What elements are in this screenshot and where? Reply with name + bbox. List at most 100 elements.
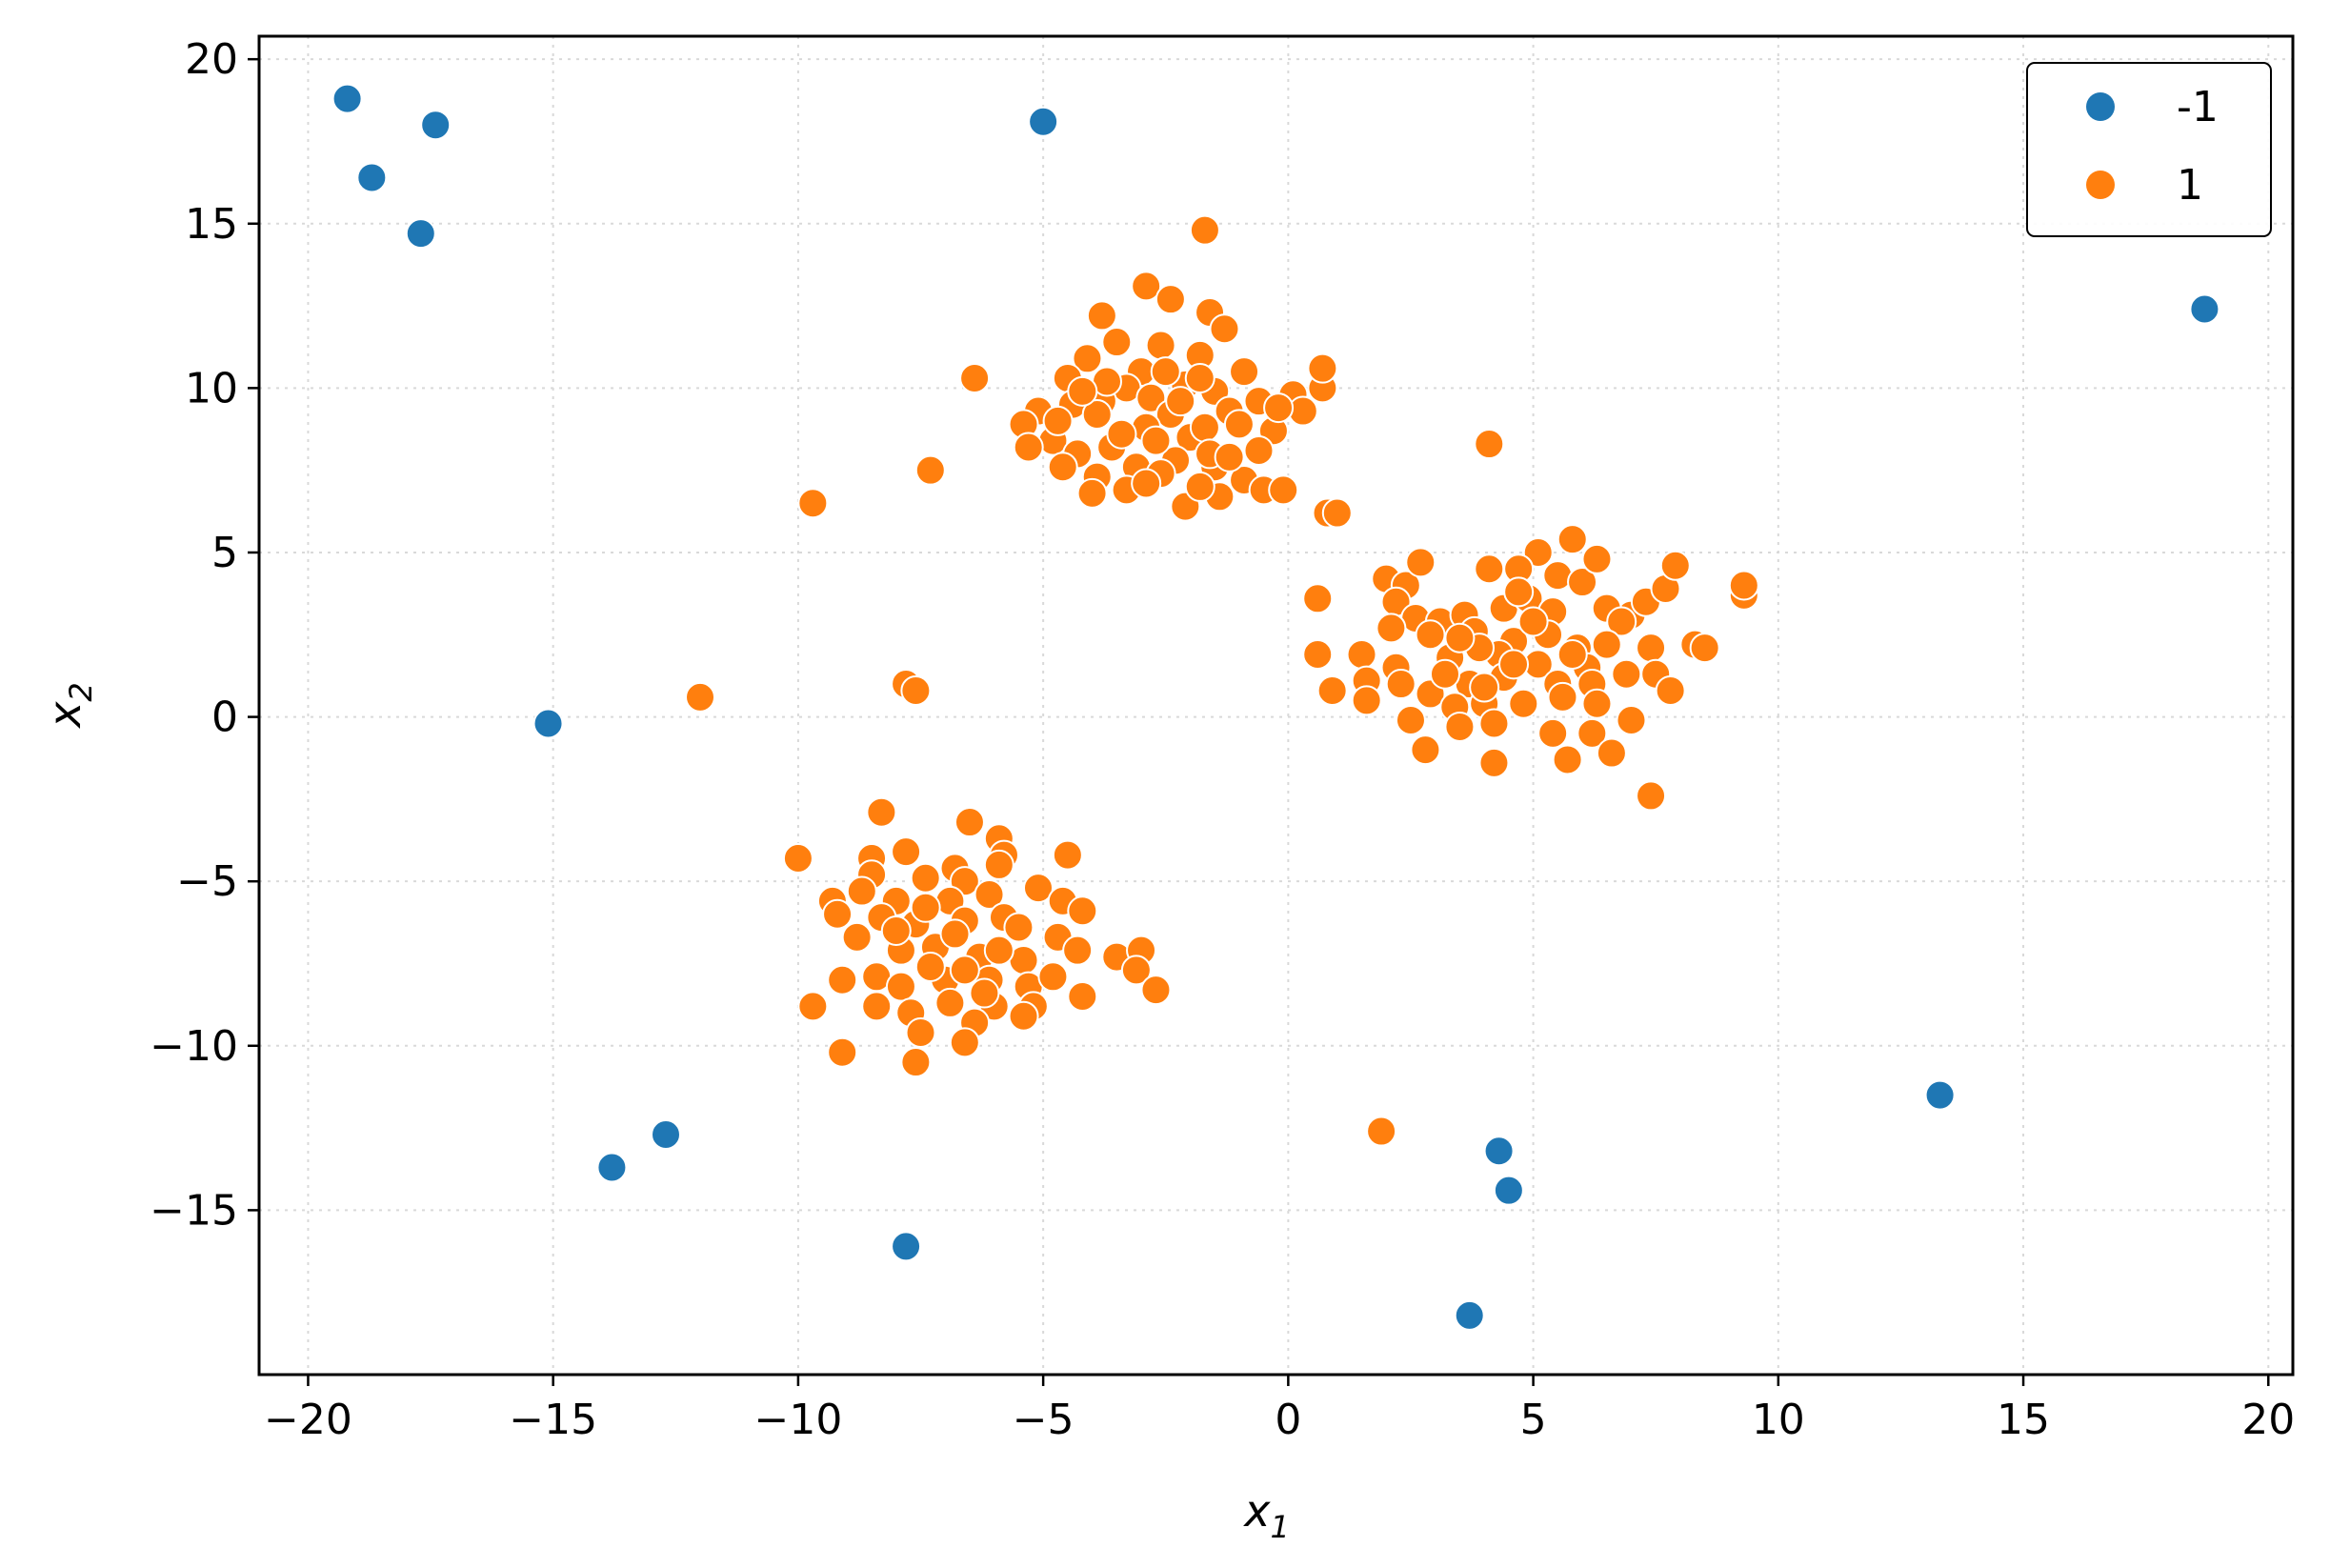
data-point-series-neg1 xyxy=(2189,293,2220,325)
data-point-series-1 xyxy=(1062,935,1094,966)
data-point-series-1 xyxy=(1229,356,1260,388)
data-point-series-1 xyxy=(1636,780,1667,812)
data-point-series-1 xyxy=(1214,441,1245,472)
data-point-series-1 xyxy=(1067,895,1098,927)
data-point-series-1 xyxy=(1606,606,1637,637)
data-point-series-1 xyxy=(1474,553,1505,585)
data-point-series-1 xyxy=(1316,674,1348,706)
data-point-series-1 xyxy=(1135,382,1167,413)
y-tick-label: 15 xyxy=(185,200,238,249)
data-point-series-1 xyxy=(1366,1116,1397,1147)
data-point-series-1 xyxy=(1577,717,1608,749)
data-point-series-1 xyxy=(1321,497,1353,529)
data-point-series-neg1 xyxy=(1028,106,1059,137)
data-point-series-1 xyxy=(1351,685,1382,716)
data-point-series-1 xyxy=(910,892,941,923)
data-point-series-1 xyxy=(1636,633,1667,664)
data-point-series-1 xyxy=(1268,474,1299,506)
data-point-series-1 xyxy=(1469,672,1500,703)
data-point-series-1 xyxy=(900,1047,932,1078)
data-point-series-1 xyxy=(1346,638,1377,670)
data-point-series-1 xyxy=(1302,583,1334,614)
data-point-series-1 xyxy=(959,363,991,394)
data-point-series-neg1 xyxy=(356,162,388,193)
plot-frame xyxy=(257,34,2295,1377)
data-point-series-1 xyxy=(1155,284,1186,315)
y-tick-label: −10 xyxy=(150,1022,238,1071)
data-point-series-1 xyxy=(1022,873,1054,904)
x-tick-label: −15 xyxy=(509,1396,597,1444)
legend: -1 1 xyxy=(2026,62,2272,237)
data-point-series-1 xyxy=(861,991,893,1022)
data-point-series-1 xyxy=(1728,570,1759,601)
data-point-series-1 xyxy=(891,836,922,868)
data-point-series-1 xyxy=(1081,398,1113,430)
data-point-series-1 xyxy=(1086,300,1117,332)
y-tick-label: −15 xyxy=(150,1186,238,1235)
data-points xyxy=(331,83,2220,1331)
data-point-series-1 xyxy=(1307,352,1338,384)
data-point-series-1 xyxy=(822,898,854,930)
data-point-series-1 xyxy=(1591,629,1622,660)
data-point-series-1 xyxy=(1037,961,1069,993)
x-tick-label: 10 xyxy=(1752,1396,1805,1444)
data-point-series-1 xyxy=(1557,638,1588,670)
data-point-series-1 xyxy=(914,951,946,982)
data-point-series-1 xyxy=(880,915,912,946)
x-tick-label: −20 xyxy=(264,1396,352,1444)
data-point-series-1 xyxy=(1478,747,1510,778)
data-point-series-1 xyxy=(1689,633,1720,664)
data-point-series-1 xyxy=(1581,543,1613,574)
data-point-series-1 xyxy=(1072,343,1103,374)
data-point-series-1 xyxy=(782,843,813,874)
data-point-series-1 xyxy=(1415,619,1446,651)
data-point-series-1 xyxy=(1405,547,1436,578)
data-point-series-1 xyxy=(1243,434,1275,466)
data-point-series-1 xyxy=(983,935,1014,966)
data-point-series-1 xyxy=(1067,375,1098,407)
data-point-series-1 xyxy=(1395,705,1426,736)
data-point-series-1 xyxy=(797,991,829,1022)
data-point-series-1 xyxy=(954,807,985,838)
data-point-series-neg1 xyxy=(596,1152,628,1183)
legend-marker-series-1 xyxy=(2086,171,2115,199)
data-point-series-neg1 xyxy=(1483,1136,1515,1167)
data-point-series-1 xyxy=(905,1016,936,1048)
x-tick-label: 5 xyxy=(1520,1396,1547,1444)
data-point-series-1 xyxy=(1616,705,1647,736)
data-point-series-1 xyxy=(1150,356,1181,388)
x-tick-label: 20 xyxy=(2241,1396,2295,1444)
data-point-series-1 xyxy=(939,918,971,950)
x-tick-label: −10 xyxy=(753,1396,842,1444)
data-point-series-1 xyxy=(1557,524,1588,555)
y-tick-label: 5 xyxy=(211,529,238,577)
data-point-series-1 xyxy=(1189,214,1220,246)
x-tick-label: 15 xyxy=(1997,1396,2050,1444)
data-point-series-1 xyxy=(1052,839,1083,871)
data-point-series-1 xyxy=(1145,330,1176,361)
data-point-series-1 xyxy=(1106,418,1137,450)
data-point-series-1 xyxy=(949,1027,980,1058)
data-point-series-1 xyxy=(910,862,941,894)
data-point-series-1 xyxy=(1047,452,1078,483)
data-point-series-1 xyxy=(1655,674,1686,706)
data-point-series-1 xyxy=(1508,688,1539,719)
data-point-series-1 xyxy=(1131,468,1162,499)
data-point-series-1 xyxy=(1008,1000,1039,1032)
data-point-series-neg1 xyxy=(1454,1299,1485,1331)
data-point-series-neg1 xyxy=(405,218,436,250)
data-point-series-1 xyxy=(1659,550,1691,581)
data-point-series-1 xyxy=(1184,471,1215,502)
data-point-series-1 xyxy=(1503,576,1535,608)
data-point-series-neg1 xyxy=(420,110,452,141)
data-point-series-1 xyxy=(1410,734,1441,766)
data-point-series-neg1 xyxy=(331,83,363,114)
data-point-series-1 xyxy=(1131,271,1162,302)
data-point-series-1 xyxy=(1223,409,1255,440)
y-tick-label: 0 xyxy=(211,694,238,742)
y-tick-label: 20 xyxy=(185,35,238,84)
data-point-series-1 xyxy=(1478,708,1510,739)
data-point-series-1 xyxy=(1517,606,1549,637)
data-point-series-1 xyxy=(1444,622,1476,653)
